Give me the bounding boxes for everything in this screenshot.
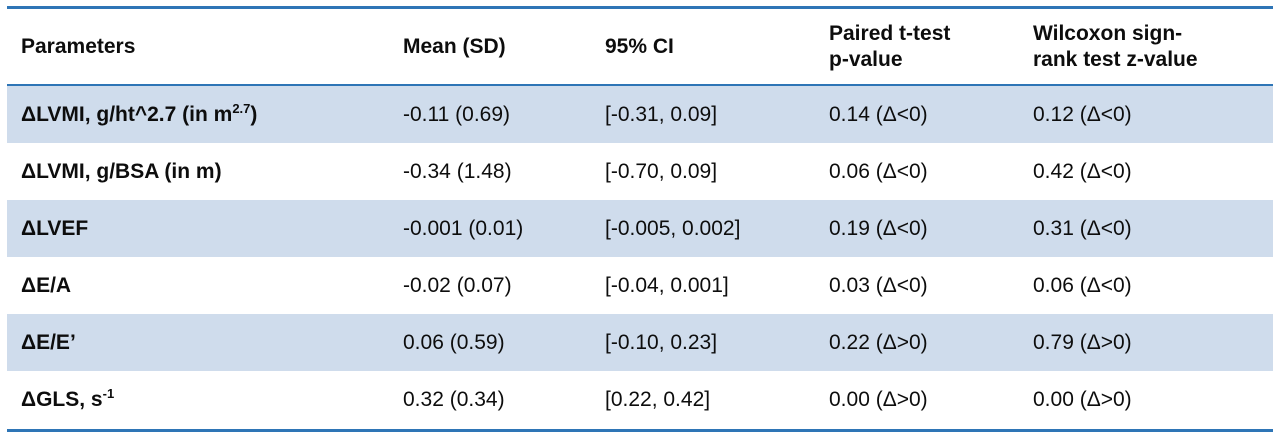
ci-cell: [-0.10, 0.23] (591, 314, 815, 372)
param-cell: ΔE/A (7, 257, 389, 314)
statistics-table: Parameters Mean (SD) 95% CI Paired t-tes… (7, 6, 1273, 432)
header-cell-parameters: Parameters (7, 7, 389, 86)
param-cell: ΔLVEF (7, 199, 389, 258)
ttest-cell: 0.19 (Δ<0) (815, 199, 1019, 258)
header-row: Parameters Mean (SD) 95% CI Paired t-tes… (7, 7, 1273, 86)
table-container: Parameters Mean (SD) 95% CI Paired t-tes… (7, 6, 1273, 432)
header-text: Mean (SD) (403, 35, 506, 59)
param-superscript: 2.7 (232, 100, 251, 116)
param-text: ΔLVMI, g/BSA (in m) (21, 159, 222, 183)
param-text: ΔE/A (21, 274, 72, 298)
param-text: ΔE/E’ (21, 331, 76, 355)
header-text-line2: rank test z-value (1033, 48, 1198, 72)
mean-sd-cell: 0.32 (0.34) (403, 388, 505, 412)
ttest-cell: 0.00 (Δ>0) (829, 388, 928, 412)
ttest-cell: 0.03 (Δ<0) (829, 274, 928, 298)
header-cell-ci: 95% CI (591, 7, 815, 86)
wilcoxon-cell: 0.42 (Δ<0) (1033, 159, 1132, 183)
param-suffix: ) (250, 102, 258, 126)
mean-sd-cell: -0.11 (0.69) (389, 84, 591, 143)
param-text: ΔGLS, s (21, 388, 103, 412)
ttest-cell: 0.22 (Δ>0) (815, 314, 1019, 372)
header-text: Wilcoxon sign- (1033, 22, 1183, 45)
header-text: Parameters (21, 35, 136, 59)
mean-sd-cell: -0.001 (0.01) (389, 199, 591, 258)
header-text: Paired t-test (829, 22, 951, 45)
param-cell: ΔLVMI, g/BSA (in m) (7, 143, 389, 200)
wilcoxon-cell: 0.79 (Δ>0) (1019, 314, 1273, 372)
ci-cell: [-0.005, 0.002] (591, 199, 815, 258)
mean-sd-cell: -0.02 (0.07) (403, 274, 512, 298)
ci-cell: [-0.31, 0.09] (591, 84, 815, 143)
ttest-cell: 0.06 (Δ<0) (829, 159, 928, 183)
table-row: ΔLVMI, g/BSA (in m) -0.34 (1.48) [-0.70,… (7, 143, 1273, 200)
wilcoxon-cell: 0.06 (Δ<0) (1033, 274, 1132, 298)
param-text: ΔLVMI, g/ht^2.7 (in m (21, 102, 233, 126)
ci-cell: [-0.70, 0.09] (605, 159, 718, 183)
param-superscript: -1 (102, 386, 115, 402)
wilcoxon-cell: 0.31 (Δ<0) (1019, 199, 1273, 258)
param-cell: ΔLVMI, g/ht^2.7 (in m2.7) (7, 84, 389, 143)
header-cell-ttest: Paired t-test p-value (815, 7, 1019, 86)
header-cell-wilcoxon: Wilcoxon sign- rank test z-value (1019, 7, 1273, 86)
mean-sd-cell: -0.34 (1.48) (403, 159, 512, 183)
table-row: ΔE/A -0.02 (0.07) [-0.04, 0.001] 0.03 (Δ… (7, 257, 1273, 314)
wilcoxon-cell: 0.12 (Δ<0) (1019, 84, 1273, 143)
table-row: ΔGLS, s-1 0.32 (0.34) [0.22, 0.42] 0.00 … (7, 371, 1273, 430)
param-cell: ΔE/E’ (7, 314, 389, 372)
ci-cell: [-0.04, 0.001] (605, 274, 729, 298)
mean-sd-cell: 0.06 (0.59) (389, 314, 591, 372)
header-cell-mean-sd: Mean (SD) (389, 7, 591, 86)
header-text: 95% CI (605, 35, 674, 59)
wilcoxon-cell: 0.00 (Δ>0) (1033, 388, 1132, 412)
table-row: ΔLVMI, g/ht^2.7 (in m2.7) -0.11 (0.69) [… (7, 84, 1273, 143)
param-text: ΔLVEF (21, 216, 89, 240)
table-row: ΔE/E’ 0.06 (0.59) [-0.10, 0.23] 0.22 (Δ>… (7, 314, 1273, 372)
param-cell: ΔGLS, s-1 (7, 371, 389, 430)
ci-cell: [0.22, 0.42] (605, 388, 711, 412)
table-row: ΔLVEF -0.001 (0.01) [-0.005, 0.002] 0.19… (7, 199, 1273, 258)
header-text-line2: p-value (829, 48, 903, 72)
ttest-cell: 0.14 (Δ<0) (815, 84, 1019, 143)
